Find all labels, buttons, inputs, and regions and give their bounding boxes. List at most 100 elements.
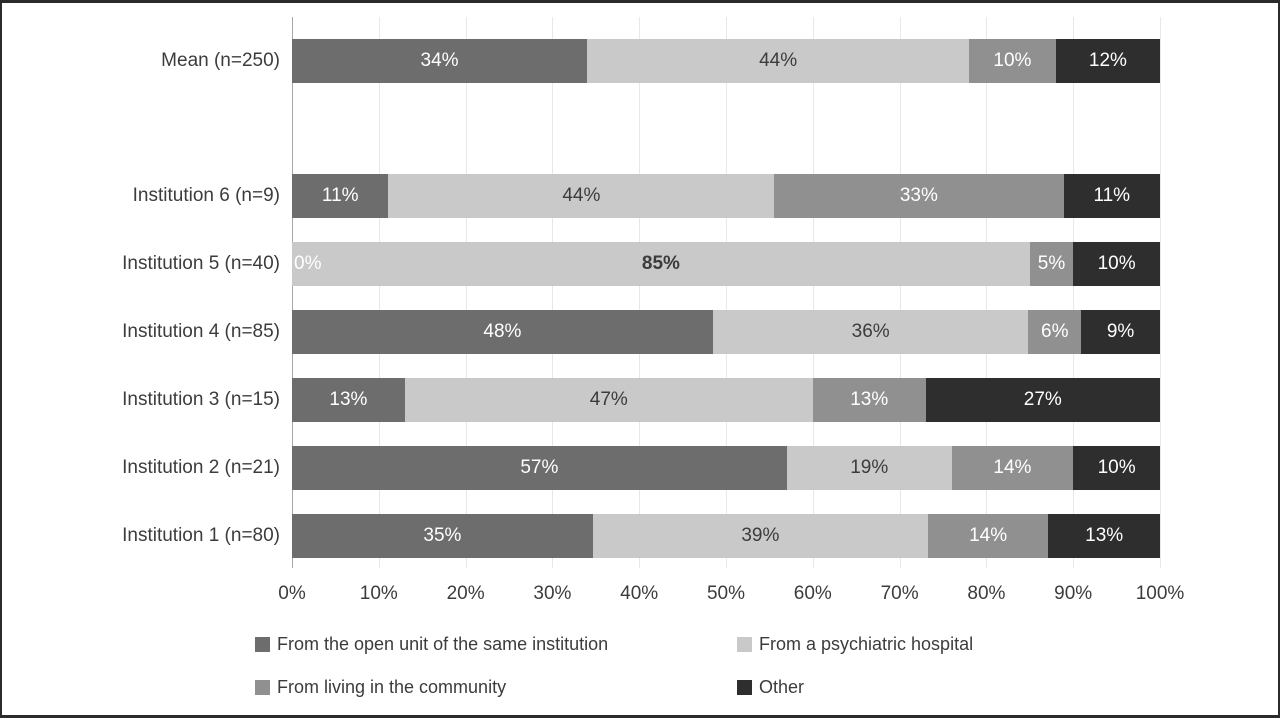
bar-track: 34% 44% 10% 12% <box>292 39 1160 83</box>
legend-item: Other <box>737 675 973 699</box>
bar-track: 57% 19% 14% 10% <box>292 446 1160 490</box>
value-label: 33% <box>899 185 938 206</box>
bar-row-institution-2: Institution 2 (n=21) 57% 19% 14% 10% <box>2 446 1160 490</box>
bar-segment: 19% <box>786 446 952 490</box>
bar-segment: 9% <box>1081 310 1160 354</box>
x-axis-tick: 40% <box>620 583 659 604</box>
bar-segment: 11% <box>292 174 389 218</box>
bar-row-institution-1: Institution 1 (n=80) 35% 39% 14% 13% <box>2 514 1160 558</box>
gridline <box>899 17 901 568</box>
x-axis-tick: 70% <box>880 583 919 604</box>
bar-row-institution-6: Institution 6 (n=9) 11% 44% 33% 11% <box>2 174 1160 218</box>
gridline <box>378 17 380 568</box>
value-label: 35% <box>423 525 462 546</box>
value-label: 6% <box>1041 321 1069 342</box>
bar-segment: 13% <box>1048 514 1160 558</box>
bar-segment: 6% <box>1028 310 1082 354</box>
bar-row-mean: Mean (n=250) 34% 44% 10% 12% <box>2 39 1160 83</box>
bar-segment: 11% <box>1063 174 1160 218</box>
bar-segment: 44% <box>388 174 775 218</box>
value-label: 0% <box>294 253 322 274</box>
value-label: 27% <box>1023 389 1062 410</box>
legend-label: From the open unit of the same instituti… <box>277 633 609 654</box>
y-axis-line <box>292 17 293 568</box>
value-label: 47% <box>589 389 628 410</box>
value-label: 57% <box>520 457 559 478</box>
value-label: 12% <box>1088 50 1127 71</box>
value-label: 34% <box>420 50 459 71</box>
legend-swatch-icon <box>255 636 270 652</box>
gridline <box>986 17 988 568</box>
value-label: 48% <box>483 321 522 342</box>
value-label: 85% <box>641 253 680 274</box>
value-label: 19% <box>850 457 889 478</box>
x-axis: 0% 10% 20% 30% 40% 50% 60% 70% 80% 90% 100% <box>278 583 1184 607</box>
category-label: Institution 3 (n=15) <box>122 389 280 410</box>
category-label: Mean (n=250) <box>161 50 280 71</box>
bar-segment: 39% <box>592 514 928 558</box>
value-label: 5% <box>1037 253 1066 274</box>
category-label: Institution 6 (n=9) <box>132 185 280 206</box>
bar-segment: 36% <box>712 310 1029 354</box>
bar-row-institution-5: Institution 5 (n=40) 0% 85% 5% 10% <box>2 242 1160 286</box>
x-axis-tick: 20% <box>446 583 485 604</box>
legend: From the open unit of the same instituti… <box>255 632 973 699</box>
bar-segment: 35% <box>292 514 593 558</box>
bar-segment: 12% <box>1055 39 1160 83</box>
category-label: Institution 5 (n=40) <box>122 253 280 274</box>
value-label: 10% <box>1097 457 1136 478</box>
bar-segment: 5% <box>1029 242 1074 286</box>
gridline <box>639 17 641 568</box>
bar-segment: 10% <box>969 39 1056 83</box>
value-label: 14% <box>993 457 1032 478</box>
value-label: 44% <box>562 185 601 206</box>
category-label: Institution 2 (n=21) <box>122 457 280 478</box>
gridline <box>726 17 727 568</box>
bar-track: 35% 39% 14% 13% <box>292 514 1160 558</box>
bar-track: 11% 44% 33% 11% <box>292 174 1160 218</box>
value-label: 11% <box>1093 185 1131 206</box>
gridline <box>465 17 467 568</box>
bar-track: 13% 47% 13% 27% <box>292 378 1160 422</box>
legend-item: From a psychiatric hospital <box>737 632 973 656</box>
gridline <box>812 17 814 568</box>
bar-segment: 14% <box>927 514 1049 558</box>
value-label: 11% <box>321 185 359 206</box>
value-label: 44% <box>759 50 798 71</box>
value-label: 39% <box>741 525 780 546</box>
bar-segment: 13% <box>292 378 405 422</box>
category-label: Institution 4 (n=85) <box>122 321 280 342</box>
legend-swatch-icon <box>737 636 752 652</box>
x-axis-tick: 60% <box>793 583 832 604</box>
x-axis-tick: 90% <box>1054 583 1093 604</box>
bar-row-institution-4: Institution 4 (n=85) 48% 36% 6% 9% <box>2 310 1160 354</box>
bar-segment: 13% <box>812 378 926 422</box>
value-label: 10% <box>1097 253 1136 274</box>
legend-item: From living in the community <box>255 675 737 699</box>
bar-row-institution-3: Institution 3 (n=15) 13% 47% 13% 27% <box>2 378 1160 422</box>
value-label: 9% <box>1106 321 1135 342</box>
bar-segment: 57% <box>292 446 787 490</box>
value-label: 13% <box>850 389 889 410</box>
category-label: Institution 1 (n=80) <box>122 525 280 546</box>
legend-label: From living in the community <box>277 676 507 697</box>
x-axis-tick: 30% <box>533 583 572 604</box>
gridline <box>1073 17 1075 568</box>
value-label: 10% <box>993 50 1032 71</box>
bar-segment: 10% <box>1073 242 1160 286</box>
bar-segment: 27% <box>925 378 1160 422</box>
x-axis-tick: 50% <box>706 583 746 604</box>
bar-segment: 48% <box>292 310 713 354</box>
bar-track: 48% 36% 6% 9% <box>292 310 1160 354</box>
x-axis-tick: 10% <box>359 583 398 604</box>
value-label: 36% <box>851 321 890 342</box>
bar-segment: 34% <box>292 39 588 83</box>
x-axis-tick: 80% <box>967 583 1006 604</box>
bar-segment: 33% <box>774 174 1064 218</box>
value-label: 14% <box>969 525 1008 546</box>
bar-segment: 44% <box>587 39 970 83</box>
bar-segment: 85% <box>292 242 1030 286</box>
value-label: 13% <box>1085 525 1124 546</box>
x-axis-tick: 0% <box>278 583 306 604</box>
